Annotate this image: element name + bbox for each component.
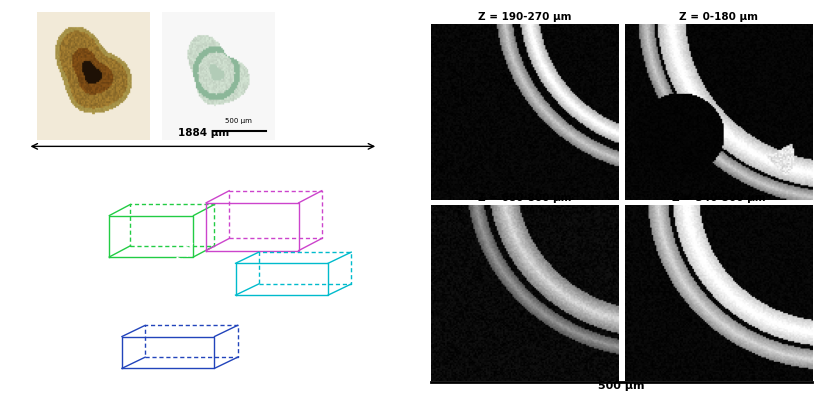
Text: 1884 μm: 1884 μm <box>178 128 230 138</box>
Text: 1884 μm: 1884 μm <box>165 238 197 281</box>
Text: 800 μm: 800 μm <box>42 333 80 359</box>
Text: Z = 680-800 μm: Z = 680-800 μm <box>477 192 571 203</box>
Text: Z = 190-270 μm: Z = 190-270 μm <box>477 12 571 22</box>
Text: Z = 0-180 μm: Z = 0-180 μm <box>679 12 758 22</box>
Text: 500 μm: 500 μm <box>226 117 252 124</box>
Text: Z = 340-500 μm: Z = 340-500 μm <box>671 192 766 203</box>
Text: 500 μm: 500 μm <box>598 381 645 391</box>
